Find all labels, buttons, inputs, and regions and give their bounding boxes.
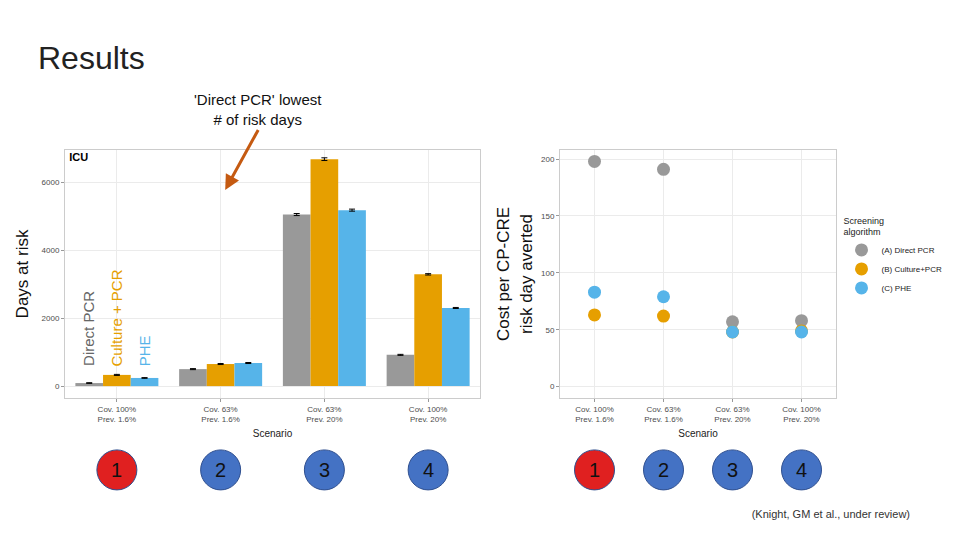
svg-text:3: 3 [727, 459, 738, 481]
svg-text:Cov. 100%Prev. 1.6%: Cov. 100%Prev. 1.6% [98, 405, 137, 424]
svg-text:Days at risk: Days at risk [13, 229, 32, 318]
svg-text:(A) Direct PCR: (A) Direct PCR [882, 246, 935, 255]
svg-text:ICU: ICU [69, 151, 88, 163]
svg-text:Cov. 63%Prev. 20%: Cov. 63%Prev. 20% [714, 405, 750, 424]
svg-text:50: 50 [545, 326, 554, 335]
svg-text:1: 1 [111, 459, 122, 481]
svg-text:4000: 4000 [42, 246, 60, 255]
html-text:Results: Results [38, 40, 145, 76]
svg-text:4: 4 [796, 459, 807, 481]
svg-text:Cov. 100%Prev. 20%: Cov. 100%Prev. 20% [409, 405, 448, 424]
svg-text:4: 4 [423, 459, 434, 481]
svg-text:'Direct PCR' lowest# of risk d: 'Direct PCR' lowest# of risk days [194, 91, 322, 128]
svg-text:1: 1 [589, 459, 600, 481]
svg-text:Cov. 100%Prev. 20%: Cov. 100%Prev. 20% [782, 405, 821, 424]
svg-text:150: 150 [541, 212, 555, 221]
svg-text:Cost per CP-CRErisk day averte: Cost per CP-CRErisk day averted [494, 207, 535, 341]
svg-text:200: 200 [541, 155, 555, 164]
svg-text:3: 3 [319, 459, 330, 481]
svg-text:2: 2 [658, 459, 669, 481]
html-text:(Knight, GM et al., under revi: (Knight, GM et al., under review) [751, 508, 910, 520]
svg-text:0: 0 [550, 382, 555, 391]
svg-text:Cov. 63%Prev. 1.6%: Cov. 63%Prev. 1.6% [644, 405, 683, 424]
svg-text:PHE: PHE [136, 335, 153, 366]
svg-text:Cov. 63%Prev. 20%: Cov. 63%Prev. 20% [306, 405, 342, 424]
svg-text:6000: 6000 [42, 178, 60, 187]
svg-text:100: 100 [541, 269, 555, 278]
svg-text:Cov. 100%Prev. 1.6%: Cov. 100%Prev. 1.6% [575, 405, 614, 424]
svg-text:(B) Culture+PCR: (B) Culture+PCR [882, 265, 942, 274]
svg-text:2: 2 [215, 459, 226, 481]
svg-text:(C) PHE: (C) PHE [882, 284, 912, 293]
svg-text:Screeningalgorithm: Screeningalgorithm [844, 216, 885, 238]
svg-text:Culture + PCR: Culture + PCR [108, 269, 125, 366]
svg-text:Scenario: Scenario [253, 428, 293, 439]
svg-text:Scenario: Scenario [678, 428, 718, 439]
svg-text:Direct PCR: Direct PCR [80, 291, 97, 366]
svg-text:2000: 2000 [42, 314, 60, 323]
svg-text:Cov. 63%Prev. 1.6%: Cov. 63%Prev. 1.6% [201, 405, 240, 424]
svg-text:0: 0 [55, 382, 60, 391]
